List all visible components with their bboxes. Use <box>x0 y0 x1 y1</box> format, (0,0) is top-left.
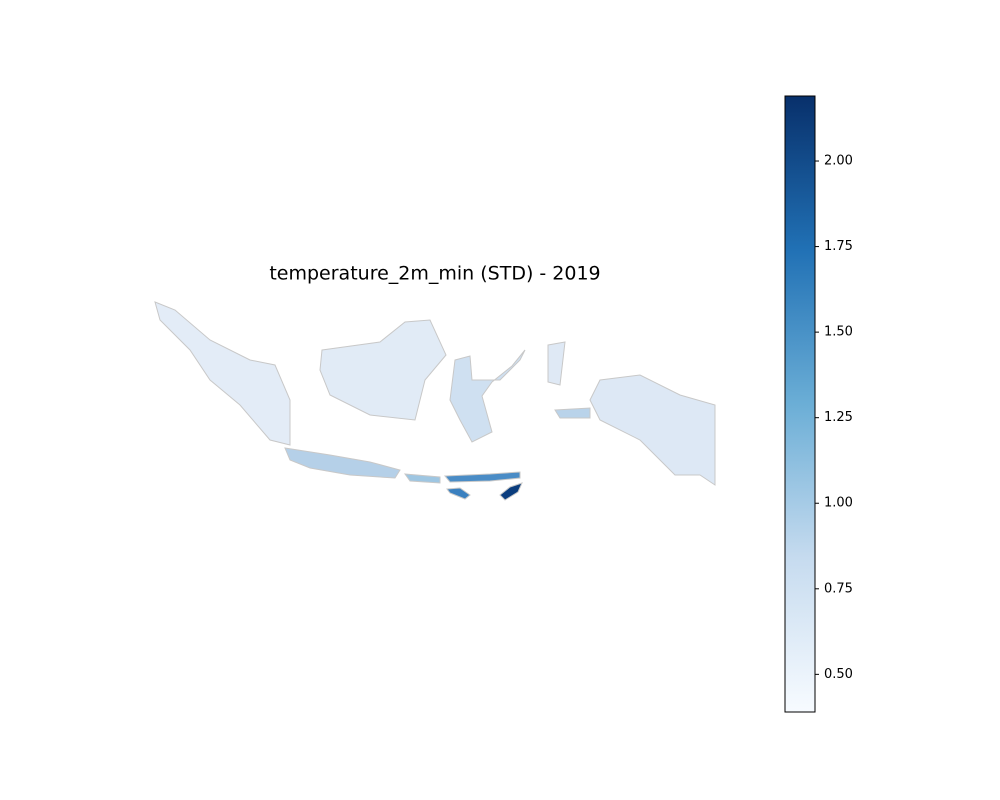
tick-label: 1.75 <box>824 239 853 254</box>
map-title: temperature_2m_min (STD) - 2019 <box>269 263 600 285</box>
java <box>284 447 401 479</box>
colorbar <box>784 95 816 713</box>
tick-label: 1.50 <box>824 325 853 340</box>
flores <box>443 471 521 483</box>
tick-label: 1.00 <box>824 496 853 511</box>
kalimantan <box>319 319 447 421</box>
timor <box>499 482 523 501</box>
tick-label: 0.75 <box>824 581 853 596</box>
bali-lombok <box>403 473 441 484</box>
tick-label: 1.25 <box>824 410 853 425</box>
map <box>154 301 716 501</box>
sumatra <box>154 301 291 446</box>
sumba <box>446 487 471 500</box>
papua <box>589 374 716 486</box>
tick-label: 0.50 <box>824 667 853 682</box>
seram <box>554 407 591 419</box>
tick-label: 2.00 <box>824 154 853 169</box>
maluku <box>547 341 566 386</box>
sulawesi <box>449 349 526 443</box>
colorbar-ticks: 0.50 0.75 1.00 1.25 1.50 1.75 2.00 <box>815 154 853 682</box>
